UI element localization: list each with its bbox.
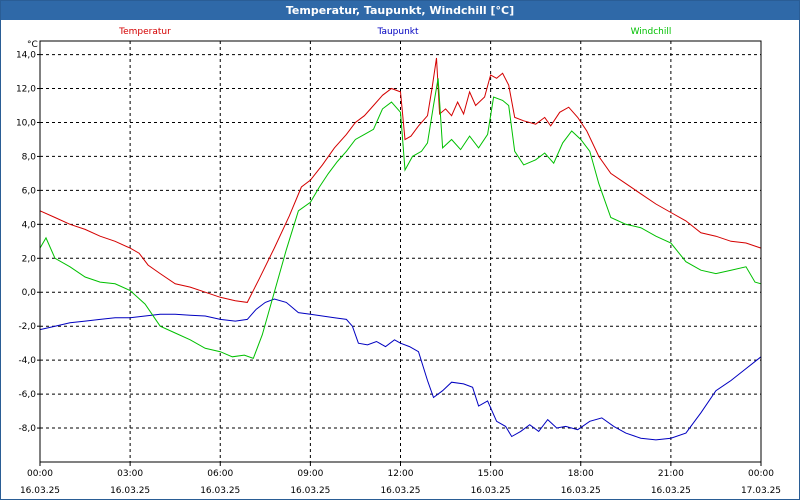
x-tick-time: 00:00 — [748, 469, 774, 479]
y-tick-label: -8,0 — [18, 424, 36, 434]
x-tick-time: 15:00 — [478, 469, 504, 479]
y-tick-label: 8,0 — [22, 152, 37, 162]
y-tick-label: 2,0 — [22, 254, 37, 264]
x-tick-time: 06:00 — [207, 469, 233, 479]
x-axis-ticks: 00:00 16.03.25 03:00 16.03.25 06:00 16.03.25 0… — [20, 462, 781, 496]
legend: Temperatur Taupunkt Windchill — [118, 27, 671, 37]
x-tick-date: 16.03.25 — [290, 486, 330, 496]
x-tick-date: 16.03.25 — [471, 486, 511, 496]
x-tick-time: 09:00 — [297, 469, 323, 479]
x-tick-time: 21:00 — [658, 469, 684, 479]
y-tick-label: -4,0 — [18, 356, 36, 366]
x-tick-time: 03:00 — [117, 469, 143, 479]
series-line-taupunkt — [39, 298, 762, 441]
legend-entry-temperatur: Temperatur — [118, 27, 171, 37]
y-tick-label: -6,0 — [18, 390, 36, 400]
legend-entry-windchill: Windchill — [631, 27, 672, 37]
x-tick-date: 16.03.25 — [380, 486, 420, 496]
y-tick-label: 12,0 — [16, 85, 36, 95]
series-layer — [39, 57, 762, 441]
x-tick-date: 16.03.25 — [561, 486, 601, 496]
x-tick-date: 17.03.25 — [741, 486, 781, 496]
grid-lines — [40, 41, 761, 462]
temperature-chart: 14,0 12,0 10,0 8,0 6,0 4,0 2,0 0,0 -2,0 -4,0 -6,0 -… — [16, 27, 781, 496]
x-tick-time: 00:00 — [27, 469, 53, 479]
x-tick-date: 16.03.25 — [20, 486, 60, 496]
y-tick-label: -2,0 — [18, 322, 36, 332]
window-title: Temperatur, Taupunkt, Windchill [°C] — [1, 1, 799, 20]
y-tick-label: 14,0 — [16, 51, 36, 61]
series-line-windchill — [39, 78, 762, 360]
series-line-temperatur — [39, 57, 762, 303]
y-tick-label: 10,0 — [16, 118, 36, 128]
y-tick-label: 0,0 — [22, 288, 37, 298]
y-tick-label: 4,0 — [22, 220, 37, 230]
x-tick-date: 16.03.25 — [110, 486, 150, 496]
x-tick-date: 16.03.25 — [200, 486, 240, 496]
y-axis-label: °C — [27, 40, 38, 50]
legend-entry-taupunkt: Taupunkt — [376, 27, 419, 37]
x-tick-time: 18:00 — [568, 469, 594, 479]
y-tick-label: 6,0 — [22, 186, 37, 196]
y-axis-ticks: 14,0 12,0 10,0 8,0 6,0 4,0 2,0 0,0 -2,0 -4,0 -6,0 -… — [16, 51, 40, 434]
x-tick-date: 16.03.25 — [651, 486, 691, 496]
x-tick-time: 12:00 — [388, 469, 414, 479]
